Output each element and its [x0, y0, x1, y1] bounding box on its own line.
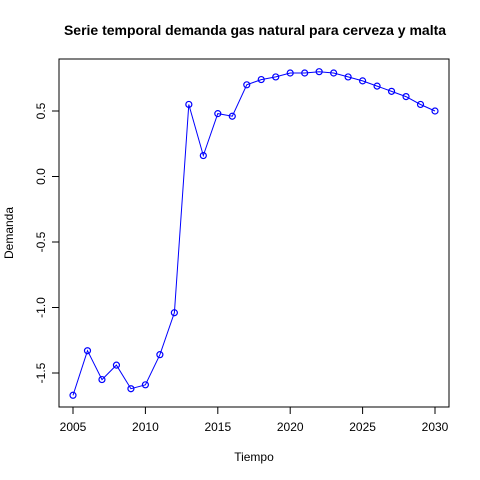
- data-point: [344, 73, 352, 81]
- y-axis: -1.5 -1.0 -0.5 0.0 0.5: [34, 102, 60, 383]
- data-point: [359, 77, 367, 85]
- x-axis: 2005 2010 2015 2020 2025 2030: [60, 406, 449, 434]
- data-point: [185, 100, 193, 109]
- series-line: [72, 71, 436, 396]
- data-point: [330, 69, 338, 77]
- data-point: [69, 391, 77, 399]
- data-point: [373, 82, 381, 90]
- x-tick-label: 2025: [349, 420, 376, 434]
- data-point: [98, 375, 106, 384]
- data-point: [416, 100, 425, 109]
- data-point: [141, 381, 149, 389]
- x-tick-label: 2015: [204, 420, 231, 434]
- data-point: [286, 69, 294, 77]
- data-point: [315, 68, 323, 76]
- data-point: [199, 151, 207, 160]
- data-point: [156, 351, 164, 359]
- x-axis-label: Tiempo: [234, 450, 274, 464]
- data-point: [127, 385, 135, 393]
- chart-title: Serie temporal demanda gas natural para …: [64, 22, 446, 38]
- plot-frame: [58, 58, 450, 408]
- data-points: [69, 68, 439, 399]
- data-point: [83, 347, 92, 355]
- y-tick-label: -1.0: [34, 297, 48, 318]
- data-point: [112, 361, 121, 369]
- data-point: [402, 92, 410, 101]
- y-tick-label: -0.5: [34, 231, 48, 252]
- x-tick-label: 2010: [132, 420, 159, 434]
- data-point: [170, 309, 178, 317]
- data-point: [301, 69, 309, 77]
- data-point: [387, 87, 396, 95]
- x-tick-label: 2030: [422, 420, 449, 434]
- data-point: [214, 110, 222, 118]
- y-tick-label: 0.5: [34, 102, 48, 119]
- data-point: [228, 112, 236, 120]
- data-point: [243, 81, 251, 89]
- y-axis-label: Demanda: [2, 207, 16, 259]
- x-tick-label: 2005: [60, 420, 87, 434]
- y-tick-label: 0.0: [34, 168, 48, 185]
- data-point: [272, 73, 280, 81]
- y-tick-label: -1.5: [34, 362, 48, 383]
- x-tick-label: 2020: [277, 420, 304, 434]
- data-point: [257, 75, 265, 84]
- data-point: [431, 107, 439, 115]
